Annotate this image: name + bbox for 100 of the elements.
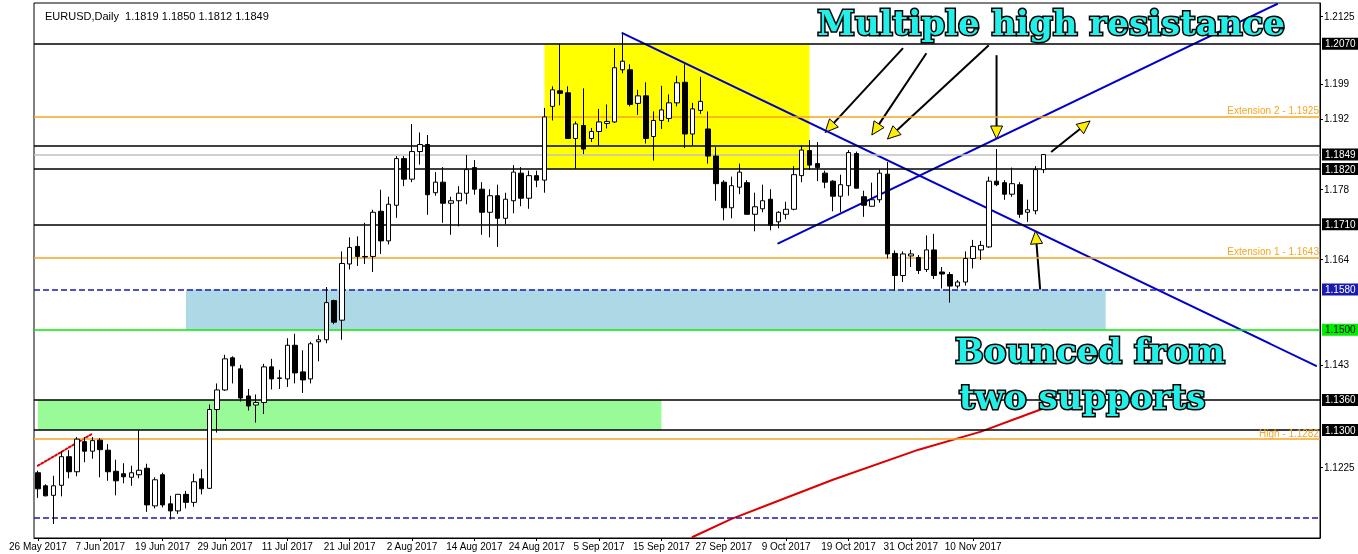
candlestick (721, 179, 727, 221)
candlestick (1002, 179, 1007, 201)
x-tick-label: 21 Jul 2017 (323, 540, 376, 552)
x-tick-label: 26 May 2017 (8, 540, 68, 552)
candlestick (612, 47, 617, 124)
x-tick-label: 9 Oct 2017 (761, 540, 812, 552)
candlestick (433, 171, 438, 197)
candlestick (565, 85, 571, 140)
x-tick-label: 24 Aug 2017 (508, 540, 566, 552)
candlestick (635, 89, 641, 116)
y-tick-label: 1.143 (1324, 359, 1350, 371)
candlestick (729, 176, 734, 219)
candlestick (51, 475, 56, 525)
candlestick (900, 250, 906, 283)
candlestick (830, 179, 836, 212)
candlestick (199, 468, 204, 495)
candlestick (783, 201, 789, 220)
candlestick (331, 299, 337, 325)
candlestick (916, 254, 921, 275)
ref-line-label: 1.1849 (1325, 149, 1357, 161)
x-tick-label: 7 Jun 2017 (75, 540, 126, 552)
candlestick (277, 369, 282, 390)
candlestick (627, 63, 633, 107)
candlestick (955, 279, 960, 290)
candlestick (59, 450, 64, 497)
candlestick (82, 436, 87, 463)
candlestick (175, 493, 181, 515)
candlestick (191, 473, 197, 508)
ref-line-label: 1.1500 (1325, 324, 1357, 336)
candlestick (550, 85, 555, 121)
candlestick (838, 174, 843, 213)
candlestick (90, 436, 95, 460)
ref-line-label: Extension 1 - 1.1643 (1227, 246, 1320, 258)
candlestick (744, 179, 750, 216)
x-tick-label: 19 Jun 2017 (135, 540, 191, 552)
candlestick (168, 495, 173, 520)
candlestick (666, 93, 672, 123)
candlestick (1025, 199, 1030, 223)
ref-line-label: 1.1710 (1325, 218, 1357, 230)
ref-line-label: 1.1360 (1325, 394, 1357, 406)
candlestick (698, 76, 703, 115)
candlestick (339, 250, 345, 341)
candlestick (144, 463, 150, 513)
candlestick (230, 355, 235, 384)
x-tick-label: 2 Aug 2017 (386, 540, 438, 552)
candlestick (129, 465, 134, 487)
candlestick (105, 443, 111, 482)
candlestick (316, 334, 321, 362)
candlestick (285, 337, 290, 388)
candlestick (347, 236, 352, 270)
y-tick-label: 1.199 (1324, 78, 1350, 90)
candlestick (269, 358, 274, 390)
ref-line-label: 1.1300 (1325, 424, 1357, 436)
candlestick (589, 127, 594, 143)
x-tick-label: 10 Nov 2017 (944, 540, 1002, 552)
candlestick (66, 449, 72, 479)
x-tick-label: 31 Oct 2017 (883, 540, 939, 552)
ref-line-label: 1.1820 (1325, 163, 1357, 175)
annotation: Bounced from (955, 330, 1226, 371)
candlestick (300, 349, 306, 394)
candlestick (931, 233, 937, 280)
candlestick (963, 250, 968, 287)
y-tick-label: 1.178 (1324, 183, 1350, 195)
ref-line-label: 1.1580 (1325, 284, 1357, 296)
candlestick (308, 341, 313, 384)
candlestick (74, 436, 80, 477)
candlestick (924, 234, 929, 273)
text: EURUSD,Daily 1.1819 1.1850 1.1812 1.1849 (45, 9, 269, 22)
candlestick (947, 271, 953, 304)
x-tick-label: 11 Jul 2017 (261, 540, 314, 552)
candlestick (43, 483, 48, 497)
candlestick (978, 240, 984, 261)
candlestick (160, 472, 165, 508)
x-tick-label: 27 Sep 2017 (695, 540, 753, 552)
candlestick (113, 459, 119, 496)
candlestick (939, 266, 945, 290)
candlestick (659, 85, 664, 130)
x-tick-label: 5 Sep 2017 (573, 540, 626, 552)
y-tick-label: 1.192 (1324, 113, 1350, 125)
x-tick-label: 15 Sep 2017 (633, 540, 691, 552)
candlestick (604, 103, 610, 129)
candlestick (892, 249, 898, 292)
ref-line-label: 1.2070 (1325, 38, 1357, 50)
candlestick (152, 476, 158, 509)
candlestick (121, 462, 126, 484)
candlestick (324, 286, 329, 344)
y-tick-label: 1.1225 (1324, 462, 1356, 474)
candlestick (674, 75, 680, 107)
candlestick (861, 190, 867, 218)
candlestick (1017, 181, 1023, 219)
y-tick-label: 1.164 (1324, 253, 1350, 265)
candlestick (355, 235, 360, 267)
candlestick (970, 239, 976, 269)
candlestick (760, 184, 765, 213)
candlestick (869, 182, 875, 208)
x-tick-label: 14 Aug 2017 (446, 540, 503, 552)
candlestick (292, 333, 298, 384)
candlestick (183, 490, 189, 509)
x-tick-label: 19 Oct 2017 (821, 540, 877, 552)
ref-line-label: Extension 2 - 1.1925 (1227, 104, 1320, 116)
